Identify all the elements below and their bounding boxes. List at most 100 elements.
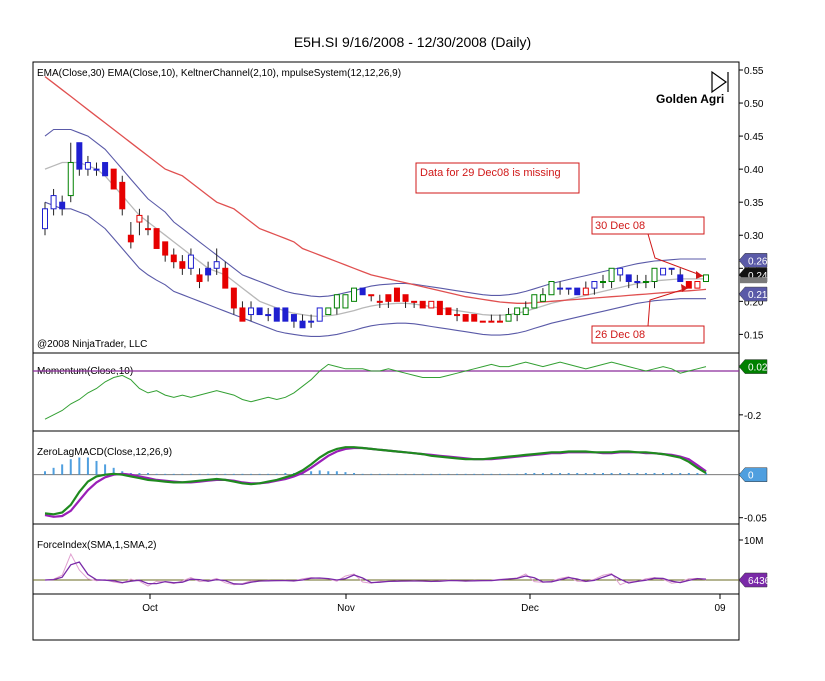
price-tick-label-0: 0.55: [744, 66, 764, 77]
momentum-badge-text: 0.02: [748, 363, 768, 374]
candle-14: [162, 241, 169, 262]
momentum-layer: [33, 361, 739, 420]
candle-body-73: [668, 267, 675, 270]
annotation-missing: Data for 29 Dec08 is missing: [415, 162, 580, 194]
price-lower-badge-text: 0.21: [748, 290, 768, 301]
candle-body-47: [445, 307, 452, 316]
candle-65: [599, 274, 606, 289]
candle-body-24: [248, 307, 255, 316]
candle-body-74: [677, 274, 684, 283]
copyright-label: @2008 NinjaTrader, LLC: [37, 339, 147, 350]
candle-body-26: [265, 314, 272, 317]
momentum-tick-label: -0.2: [744, 411, 762, 422]
candle-body-51: [479, 320, 486, 323]
macd-tick-label: -0.05: [744, 514, 767, 525]
candle-73: [668, 267, 675, 275]
axis-layer: 0.550.500.450.400.350.300.250.200.150.26…: [142, 66, 776, 614]
candle-38: [368, 294, 375, 302]
candle-34: [333, 294, 340, 315]
annotation-30dec-arrow: [647, 233, 704, 277]
candle-body-29: [290, 314, 297, 322]
price-last-badge-text: 0.24: [748, 271, 768, 282]
candle-15: [170, 248, 177, 269]
candle-47: [445, 307, 452, 316]
candle-body-69: [634, 281, 641, 284]
candle-25: [256, 307, 263, 316]
candle-body-10: [127, 234, 134, 243]
candle-74: [677, 268, 684, 283]
price-upper-badge: 0.26: [738, 253, 768, 268]
candle-54: [505, 307, 512, 322]
candle-body-43: [411, 300, 418, 303]
candle-27: [273, 307, 280, 322]
candle-body-16: [179, 261, 186, 269]
candle-body-32: [316, 307, 323, 322]
macd-badge: 0: [738, 467, 768, 482]
annotation-30dec: 30 Dec 08: [591, 216, 705, 279]
candle-body-64: [591, 281, 598, 289]
candle-body-76: [694, 281, 701, 289]
candle-37: [359, 287, 366, 296]
candle-body-22: [230, 287, 237, 309]
candle-body-57: [531, 294, 538, 309]
candle-52: [488, 314, 495, 323]
candle-53: [496, 314, 503, 323]
candle-35: [342, 294, 349, 309]
candle-57: [531, 294, 538, 309]
candle-body-46: [436, 300, 443, 316]
candle-body-6: [93, 168, 100, 171]
annotation-26dec-text: 26 Dec 08: [595, 329, 645, 341]
ema10-line: [44, 161, 706, 318]
candle-60: [557, 281, 564, 295]
candle-36: [351, 287, 358, 302]
candle-body-55: [514, 307, 521, 316]
candle-64: [591, 281, 598, 295]
candle-body-1: [50, 195, 57, 210]
candle-28: [282, 307, 289, 322]
price-tick-label-3: 0.40: [744, 165, 764, 176]
candle-26: [265, 307, 272, 322]
candle-body-44: [419, 300, 426, 309]
candle-body-31: [308, 320, 315, 323]
candle-63: [582, 281, 589, 296]
candle-76: [694, 281, 701, 289]
candle-9: [119, 175, 126, 216]
candle-body-2: [59, 201, 66, 210]
annotation-missing-text: Data for 29 Dec08 is missing: [420, 167, 561, 179]
candle-body-45: [428, 300, 435, 309]
candle-32: [316, 307, 323, 322]
candle-body-12: [145, 228, 152, 231]
candle-13: [153, 228, 160, 249]
candle-body-9: [119, 181, 126, 210]
candle-30: [299, 314, 306, 329]
candle-61: [565, 287, 572, 295]
chart-title: E5H.SI 9/16/2008 - 12/30/2008 (Daily): [293, 34, 532, 50]
momentum-badge-shape: [738, 359, 768, 374]
watermark-label: Golden Agri: [656, 92, 724, 106]
candle-55: [514, 307, 521, 322]
macd-badge-shape: [738, 467, 768, 482]
candle-body-68: [625, 274, 632, 283]
candle-body-52: [488, 320, 495, 323]
candle-33: [325, 307, 332, 316]
price-tick-label-4: 0.35: [744, 198, 764, 209]
candle-body-72: [660, 267, 667, 276]
macd-badge-text: 0: [748, 471, 754, 482]
price-tick-label-2: 0.45: [744, 132, 764, 143]
candle-7: [102, 162, 109, 177]
candle-39: [376, 294, 383, 308]
keltner-lower-line: [44, 201, 706, 337]
candle-body-61: [565, 287, 572, 290]
candle-19: [205, 261, 212, 282]
annotation-missing-box: [415, 162, 580, 194]
candle-body-37: [359, 287, 366, 296]
candle-77: [703, 274, 709, 283]
candle-body-4: [76, 142, 83, 170]
macd-line: [44, 446, 707, 518]
candle-17: [187, 248, 194, 275]
candle-body-60: [557, 287, 564, 290]
candle-body-59: [548, 281, 555, 296]
candle-22: [230, 287, 237, 315]
candle-body-7: [102, 162, 109, 177]
